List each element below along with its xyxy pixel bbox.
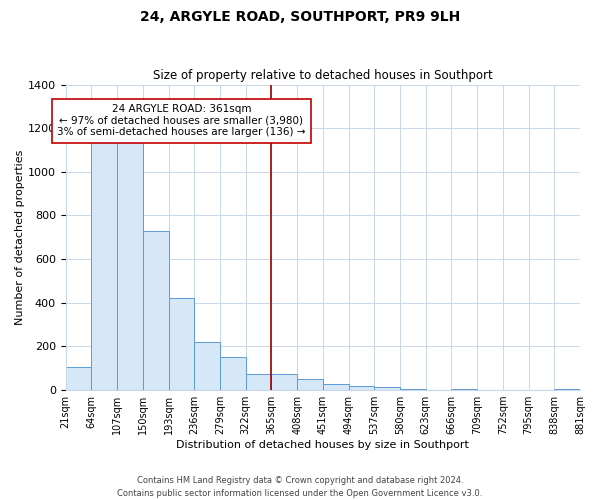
Bar (271, 374, 297, 390)
Bar (91, 137, 117, 390)
Bar (349, 386, 374, 390)
Title: Size of property relative to detached houses in Southport: Size of property relative to detached ho… (153, 69, 493, 82)
Bar (169, 298, 194, 390)
Bar (220, 358, 245, 390)
Bar (65, 366, 91, 390)
Y-axis label: Number of detached properties: Number of detached properties (15, 150, 25, 325)
Bar (554, 389, 580, 390)
Text: 24 ARGYLE ROAD: 361sqm
← 97% of detached houses are smaller (3,980)
3% of semi-d: 24 ARGYLE ROAD: 361sqm ← 97% of detached… (57, 104, 305, 138)
Bar (143, 231, 169, 390)
Bar (117, 137, 143, 390)
Bar (374, 387, 400, 390)
Text: 24, ARGYLE ROAD, SOUTHPORT, PR9 9LH: 24, ARGYLE ROAD, SOUTHPORT, PR9 9LH (140, 10, 460, 24)
Bar (194, 342, 220, 390)
Bar (323, 384, 349, 390)
Bar (245, 374, 271, 390)
Text: Contains HM Land Registry data © Crown copyright and database right 2024.
Contai: Contains HM Land Registry data © Crown c… (118, 476, 482, 498)
X-axis label: Distribution of detached houses by size in Southport: Distribution of detached houses by size … (176, 440, 469, 450)
Bar (297, 379, 323, 390)
Bar (451, 389, 477, 390)
Bar (400, 389, 425, 390)
